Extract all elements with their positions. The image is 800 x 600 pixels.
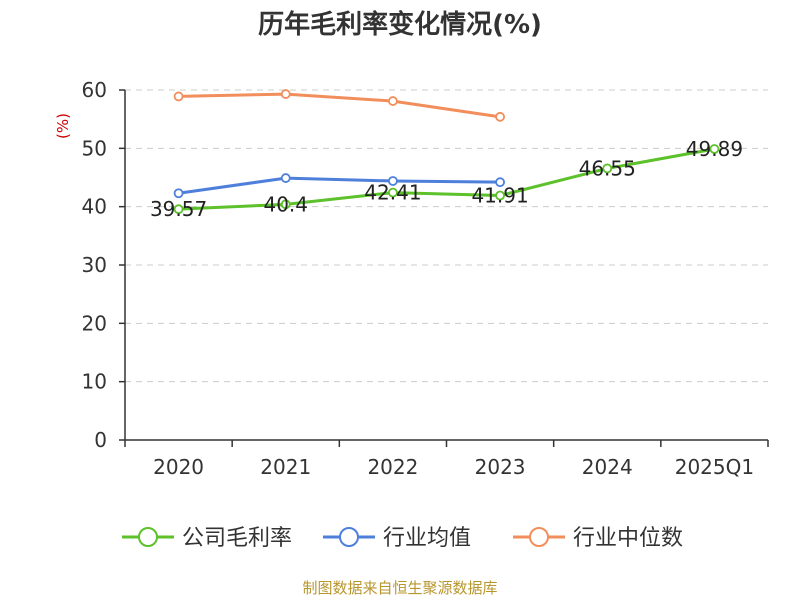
legend-item: 行业中位数 <box>513 526 683 551</box>
legend-label: 行业均值 <box>383 526 471 551</box>
data-point <box>602 163 613 174</box>
data-point <box>495 177 505 188</box>
chart-title: 历年毛利率变化情况(%) <box>258 9 542 40</box>
data-point <box>495 111 505 122</box>
data-point <box>173 188 184 199</box>
data-label-layer: 39.57 40.4 42.41 41.91 46.55 49.89 <box>150 137 743 221</box>
legend-marker <box>138 527 158 547</box>
data-point <box>280 173 291 183</box>
data-point <box>280 199 291 210</box>
x-tick-label: 2025Q1 <box>675 455 754 479</box>
y-tick-label: 20 <box>82 311 107 335</box>
data-label: 39.57 <box>150 197 207 221</box>
axis-layer: 0 10 20 30 40 50 60 2020 2021 2022 2023 2024 2025Q1 <box>82 78 769 479</box>
data-label: 41.91 <box>471 184 528 208</box>
y-axis-label: (%) <box>54 113 72 139</box>
data-label: 49.89 <box>686 137 743 161</box>
data-point <box>388 176 398 186</box>
x-tick-label: 2020 <box>153 455 204 479</box>
y-tick-label: 0 <box>94 428 107 452</box>
data-point <box>173 91 184 102</box>
data-label: 42.41 <box>364 181 421 205</box>
y-tick-label: 50 <box>82 136 107 160</box>
source-note: 制图数据来自恒生聚源数据库 <box>302 579 497 597</box>
y-tick-label: 40 <box>82 195 107 219</box>
legend-marker <box>529 527 549 547</box>
legend-item: 行业均值 <box>323 526 471 551</box>
legend-label: 公司毛利率 <box>182 526 292 551</box>
x-tick-label: 2024 <box>582 455 633 479</box>
data-label: 40.4 <box>263 192 308 216</box>
x-tick-label: 2023 <box>475 455 526 479</box>
data-point <box>709 144 720 154</box>
legend-label: 行业中位数 <box>573 526 683 551</box>
legend: 公司毛利率 行业均值 行业中位数 <box>122 526 683 551</box>
legend-marker <box>339 527 359 547</box>
x-tick-label: 2022 <box>367 455 418 479</box>
grid-layer <box>125 89 768 383</box>
series-layer <box>173 89 720 215</box>
y-tick-label: 30 <box>82 253 107 277</box>
y-tick-label: 10 <box>82 370 107 394</box>
data-point <box>388 187 398 198</box>
data-point <box>495 190 505 201</box>
y-tick-label: 60 <box>82 78 107 102</box>
data-point <box>173 204 184 215</box>
legend-item: 公司毛利率 <box>122 526 292 551</box>
series-line <box>178 92 501 119</box>
data-point <box>388 96 398 106</box>
data-label: 46.55 <box>579 156 636 180</box>
x-tick-label: 2021 <box>260 455 311 479</box>
series-line <box>178 147 715 211</box>
series-line <box>178 176 501 195</box>
data-point <box>280 89 291 99</box>
